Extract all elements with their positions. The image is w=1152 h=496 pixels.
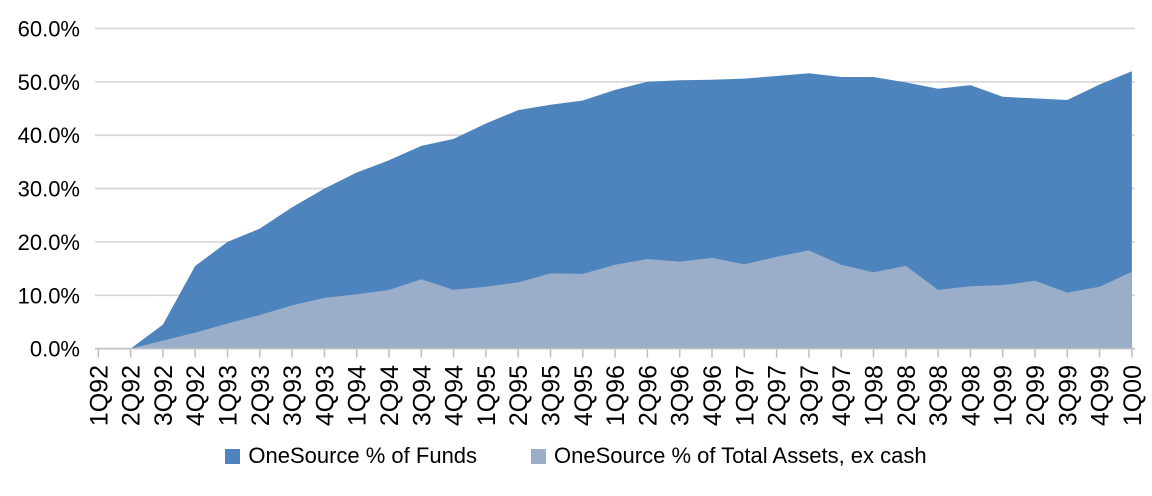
y-tick-label: 20.0% <box>18 230 80 255</box>
x-tick-label: 4Q95 <box>570 365 598 426</box>
x-tick-label: 3Q97 <box>796 365 824 426</box>
x-tick-label: 3Q98 <box>925 365 953 426</box>
x-tick-label: 2Q96 <box>634 365 662 426</box>
x-tick-label: 4Q97 <box>828 365 856 426</box>
x-tick-label: 4Q94 <box>441 365 469 426</box>
y-tick-label: 60.0% <box>18 17 80 42</box>
x-tick-label: 1Q97 <box>731 365 759 426</box>
x-tick-label: 3Q94 <box>408 365 436 426</box>
y-tick-label: 10.0% <box>18 283 80 308</box>
x-tick-label: 1Q93 <box>215 365 243 426</box>
x-tick-label: 1Q00 <box>1119 365 1147 426</box>
x-tick-label: 3Q99 <box>1054 365 1082 426</box>
y-tick-label: 40.0% <box>18 123 80 148</box>
funds-swatch-icon <box>225 448 241 464</box>
x-tick-label: 2Q95 <box>505 365 533 426</box>
x-tick-label: 3Q96 <box>667 365 695 426</box>
x-tick-label: 4Q96 <box>699 365 727 426</box>
y-tick-label: 30.0% <box>18 177 80 202</box>
x-tick-label: 1Q99 <box>990 365 1018 426</box>
assets-swatch-icon <box>531 448 547 464</box>
x-tick-label: 1Q98 <box>861 365 889 426</box>
legend-item-funds: OneSource % of Funds <box>225 443 477 469</box>
x-tick-label: 1Q96 <box>602 365 630 426</box>
legend-item-assets: OneSource % of Total Assets, ex cash <box>531 443 927 469</box>
x-tick-label: 3Q93 <box>279 365 307 426</box>
area-series-1 <box>98 250 1132 349</box>
x-tick-label: 4Q99 <box>1087 365 1115 426</box>
legend: OneSource % of Funds OneSource % of Tota… <box>0 442 1152 470</box>
x-tick-label: 3Q92 <box>150 365 178 426</box>
x-tick-label: 3Q95 <box>538 365 566 426</box>
x-tick-label: 2Q97 <box>764 365 792 426</box>
x-tick-label: 2Q99 <box>1022 365 1050 426</box>
legend-label-assets: OneSource % of Total Assets, ex cash <box>554 443 927 468</box>
y-tick-label: 50.0% <box>18 70 80 95</box>
x-tick-label: 2Q93 <box>247 365 275 426</box>
x-tick-label: 2Q98 <box>893 365 921 426</box>
x-tick-label: 1Q95 <box>473 365 501 426</box>
x-tick-label: 4Q93 <box>311 365 339 426</box>
x-tick-label: 1Q92 <box>85 365 113 426</box>
x-tick-label: 2Q92 <box>118 365 146 426</box>
legend-label-funds: OneSource % of Funds <box>248 443 478 468</box>
x-tick-label: 1Q94 <box>344 365 372 426</box>
x-tick-label: 4Q98 <box>957 365 985 426</box>
y-tick-label: 0.0% <box>30 337 80 362</box>
plot-area: 0.0%10.0%20.0%30.0%40.0%50.0%60.0%1Q92 2Q… <box>18 17 1147 427</box>
x-tick-label: 2Q94 <box>376 365 404 426</box>
x-tick-label: 4Q92 <box>182 365 210 426</box>
